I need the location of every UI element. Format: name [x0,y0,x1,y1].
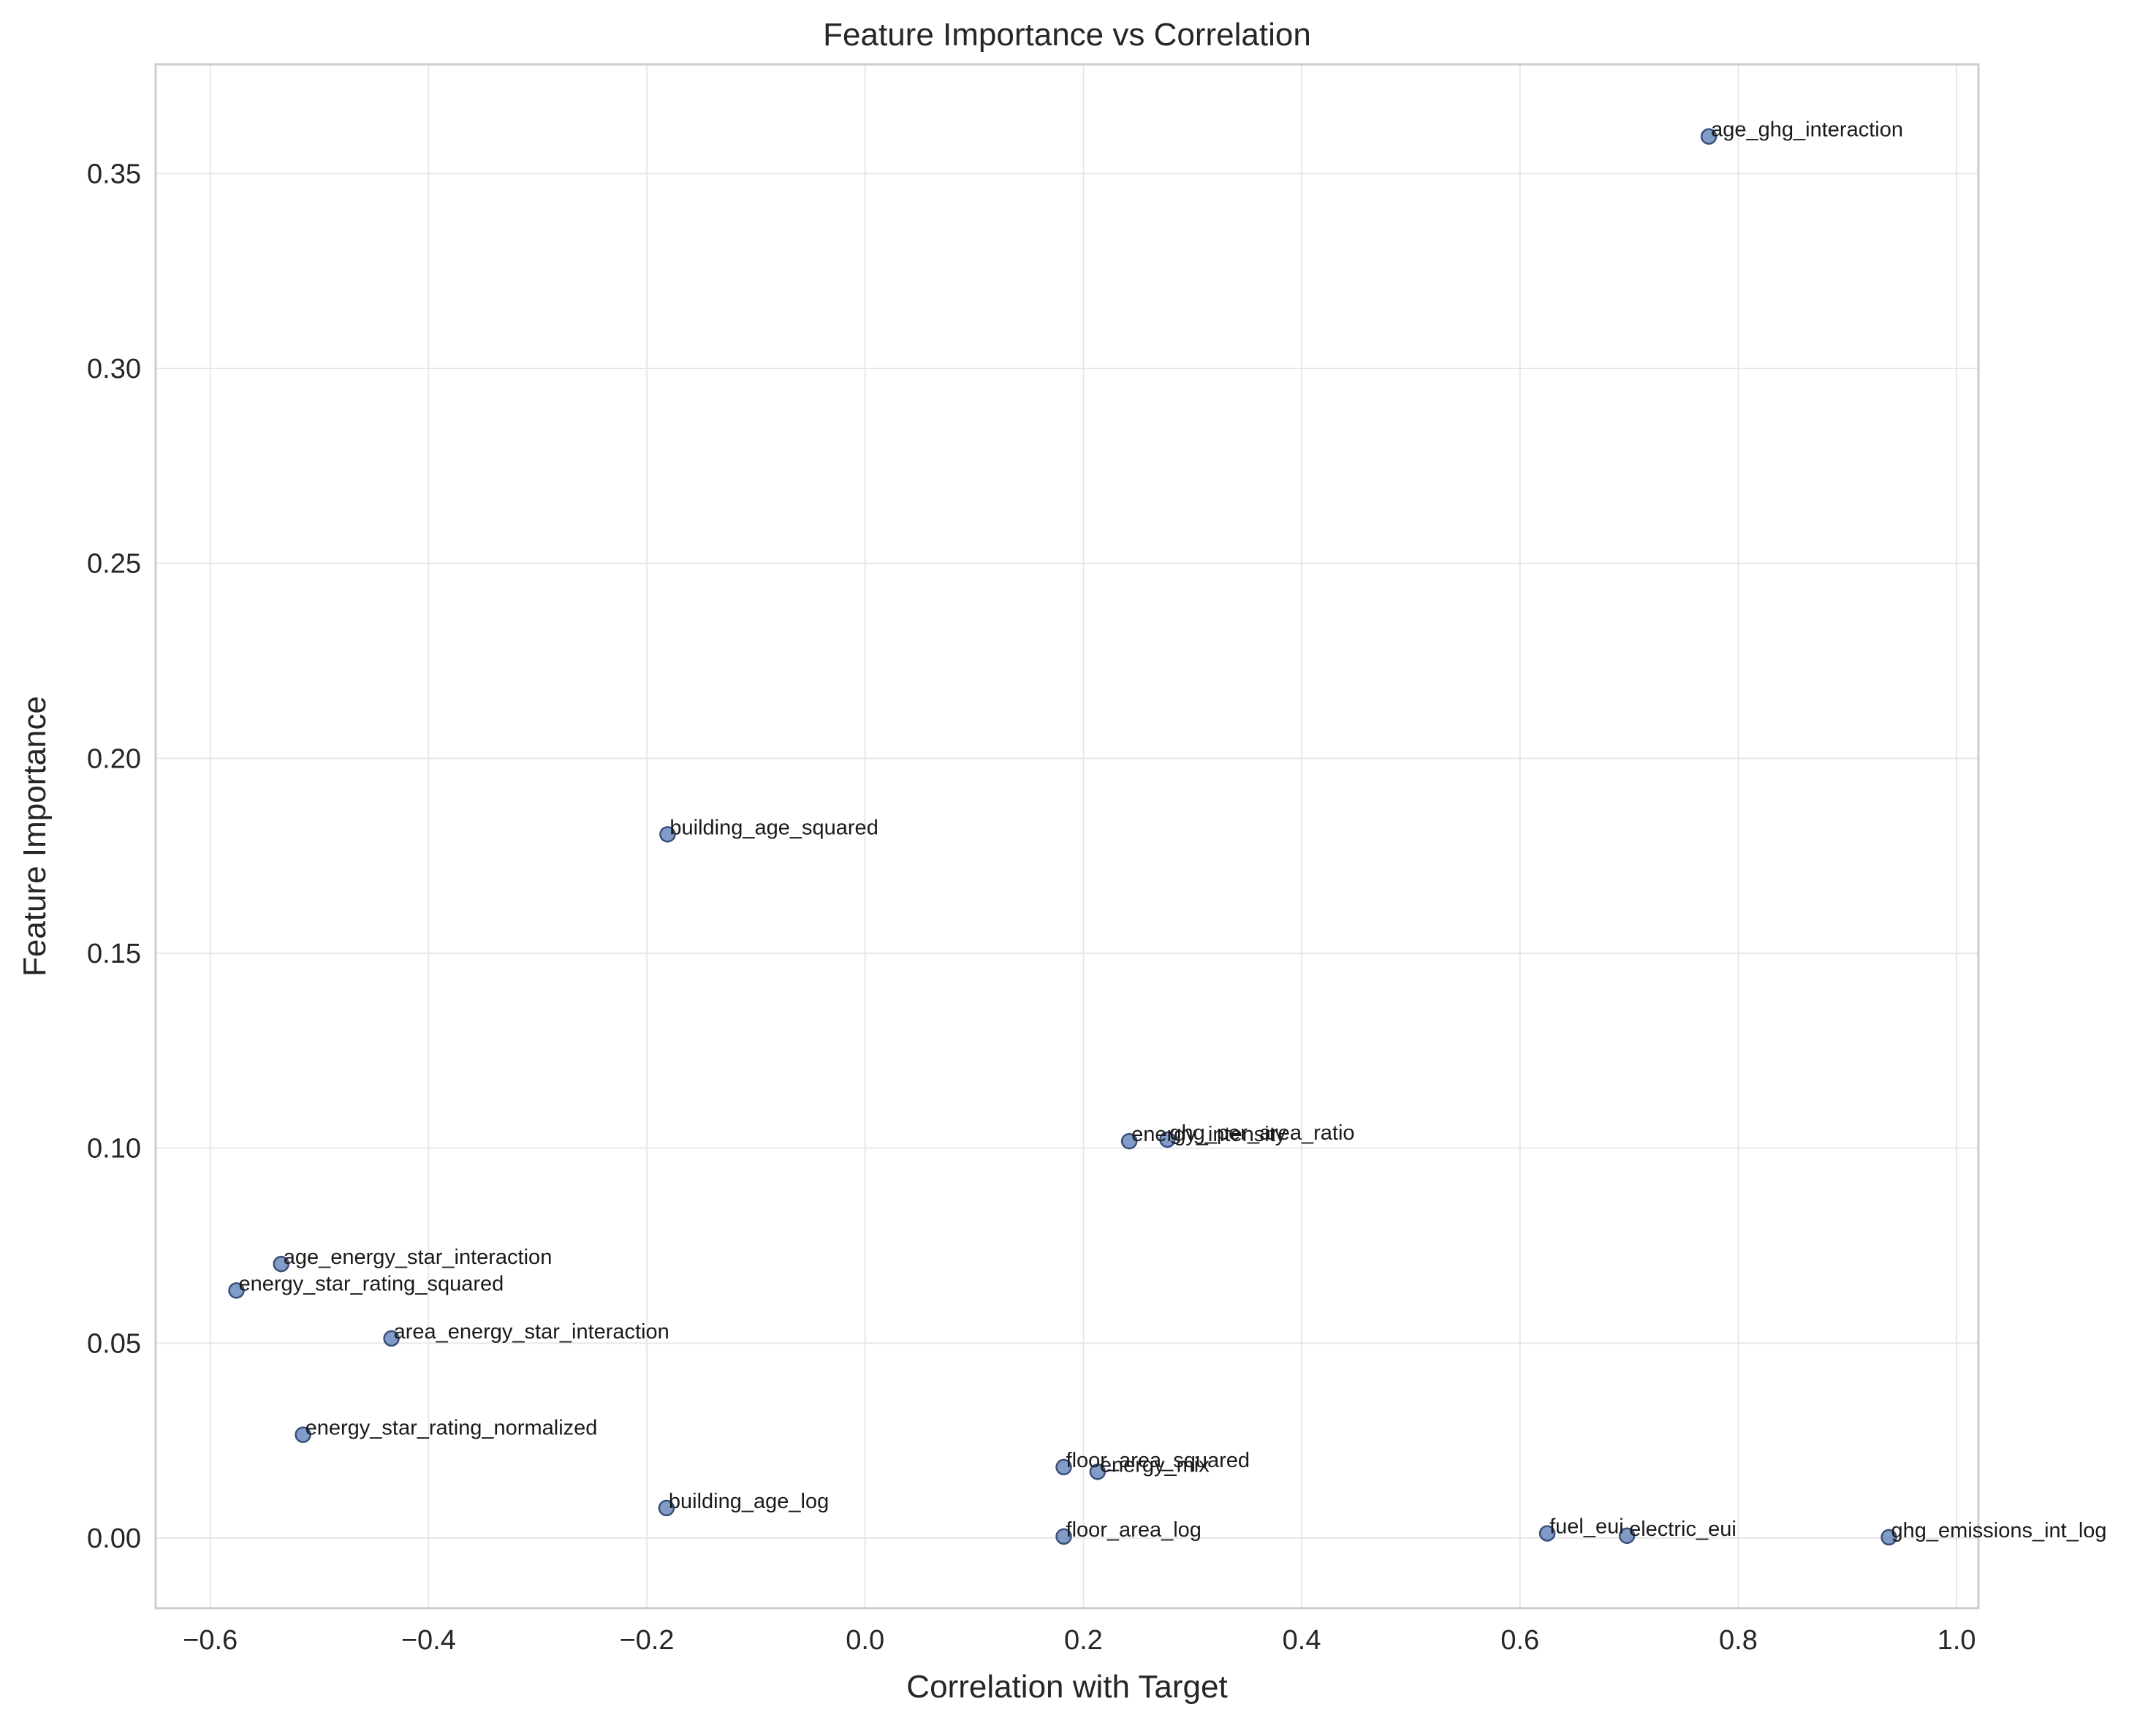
data-point [295,1426,311,1443]
x-tick-label: 1.0 [1937,1625,1976,1656]
point-label-layer: age_ghg_interaction building_age_squarede… [239,118,2107,1542]
data-point-label: age_ghg_interaction [1711,118,1903,142]
y-tick-label: 0.35 [87,159,141,189]
data-point [1880,1529,1897,1546]
x-tick-label: 0.8 [1719,1625,1758,1656]
x-tick-label: 0.0 [846,1625,884,1656]
data-point-label: energy_star_rating_normalized [305,1417,598,1440]
data-point-label: ghg_per_area_ratio [1169,1121,1354,1145]
plot-frame [154,63,1980,1610]
y-tick-label: 0.15 [87,939,141,969]
data-point-label: energy_intensity [1131,1123,1286,1146]
data-point [1159,1131,1176,1148]
data-point [659,826,676,843]
data-point-label: energy_mix [1100,1453,1210,1477]
data-point [383,1330,400,1347]
data-point-label: age_energy_star_interaction [284,1246,553,1269]
data-point-label: floor_area_log [1066,1518,1202,1542]
grid-layer [156,64,1978,1608]
x-tick-label: 0.2 [1064,1625,1103,1656]
data-point-label: building_age_squared [669,816,878,839]
x-tick-label: −0.4 [401,1625,456,1656]
data-point-label: fuel_eui [1549,1515,1624,1539]
data-point-label: energy_star_rating_squared [239,1272,504,1295]
data-point [658,1499,675,1517]
y-axis-label: Feature Importance [17,696,53,977]
x-tick-label: −0.2 [620,1625,675,1656]
x-tick-label: 0.4 [1283,1625,1321,1656]
data-point [273,1255,289,1273]
y-tick-label: 0.30 [87,354,141,385]
chart-title: Feature Importance vs Correlation [823,17,1311,53]
x-tick-label: −0.6 [183,1625,238,1656]
data-point [1055,1528,1072,1545]
x-axis-label: Correlation with Target [906,1669,1227,1705]
point-layer [228,128,1897,1546]
y-tick-label: 0.00 [87,1523,141,1554]
data-point [1700,128,1717,145]
data-point [228,1282,245,1299]
data-point [1055,1458,1072,1476]
data-point [1120,1132,1138,1150]
data-point-label: electric_eui [1629,1518,1736,1541]
tick-layer: −0.6 −0.4 −0.2 0.0 0.2 0.4 0.6 0.8 1.0 0.00 0.05 0.… [87,159,1976,1656]
data-point-label: floor_area_squared [1066,1449,1250,1472]
data-point [1089,1463,1107,1480]
data-point [1618,1527,1636,1545]
y-tick-label: 0.05 [87,1328,141,1359]
data-point-label: building_age_log [669,1490,829,1513]
y-tick-label: 0.10 [87,1134,141,1165]
x-tick-label: 0.6 [1500,1625,1539,1656]
data-point-label: ghg_emissions_int_log [1891,1519,2107,1542]
data-point [1538,1525,1556,1542]
y-tick-label: 0.20 [87,743,141,774]
y-tick-label: 0.25 [87,549,141,580]
data-point-label: area_energy_star_interaction [394,1320,669,1344]
